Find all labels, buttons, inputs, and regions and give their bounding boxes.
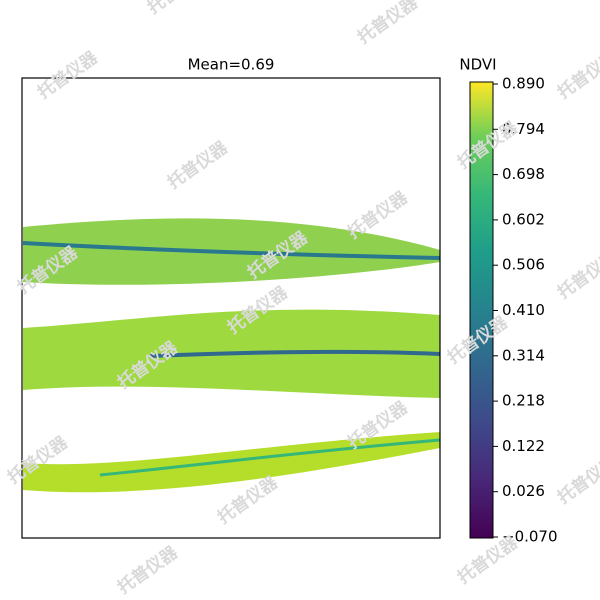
- watermark: 托普仪器: [554, 246, 600, 303]
- colorbar-tick-label: 0.410: [502, 301, 545, 319]
- leaf-vein: [22, 241, 441, 260]
- chart-title: Mean=0.69: [188, 56, 275, 74]
- leaf-image: [22, 218, 441, 493]
- colorbar-tick-label: 0.602: [502, 210, 545, 228]
- axes-frame: [21, 77, 441, 539]
- leaf-vein: [149, 349, 441, 358]
- colorbar-tick-label: 0.506: [502, 256, 545, 274]
- watermark: 托普仪器: [164, 136, 233, 193]
- colorbar-tick-label: −0.070: [502, 528, 558, 546]
- colorbar-tick-label: 0.122: [502, 437, 545, 455]
- leaf-vein: [99, 438, 441, 477]
- colorbar-tick-label: 0.890: [502, 75, 545, 93]
- watermark: 托普仪器: [454, 531, 523, 588]
- colorbar-tick-label: 0.314: [502, 346, 545, 364]
- watermark: 托普仪器: [554, 451, 600, 508]
- watermark: 托普仪器: [554, 46, 600, 103]
- colorbar-label: NDVI: [459, 56, 496, 74]
- watermark: 托普仪器: [354, 0, 423, 48]
- watermark: 托普仪器: [114, 541, 183, 598]
- colorbar-tick-label: 0.698: [502, 165, 545, 183]
- watermark: 托普仪器: [144, 0, 213, 18]
- colorbar-tick-label: 0.026: [502, 482, 545, 500]
- watermark: 托普仪器: [34, 46, 103, 103]
- colorbar-tick-label: 0.794: [502, 120, 545, 138]
- watermark: 托普仪器: [344, 186, 413, 243]
- colorbar-tick-label: 0.218: [502, 392, 545, 410]
